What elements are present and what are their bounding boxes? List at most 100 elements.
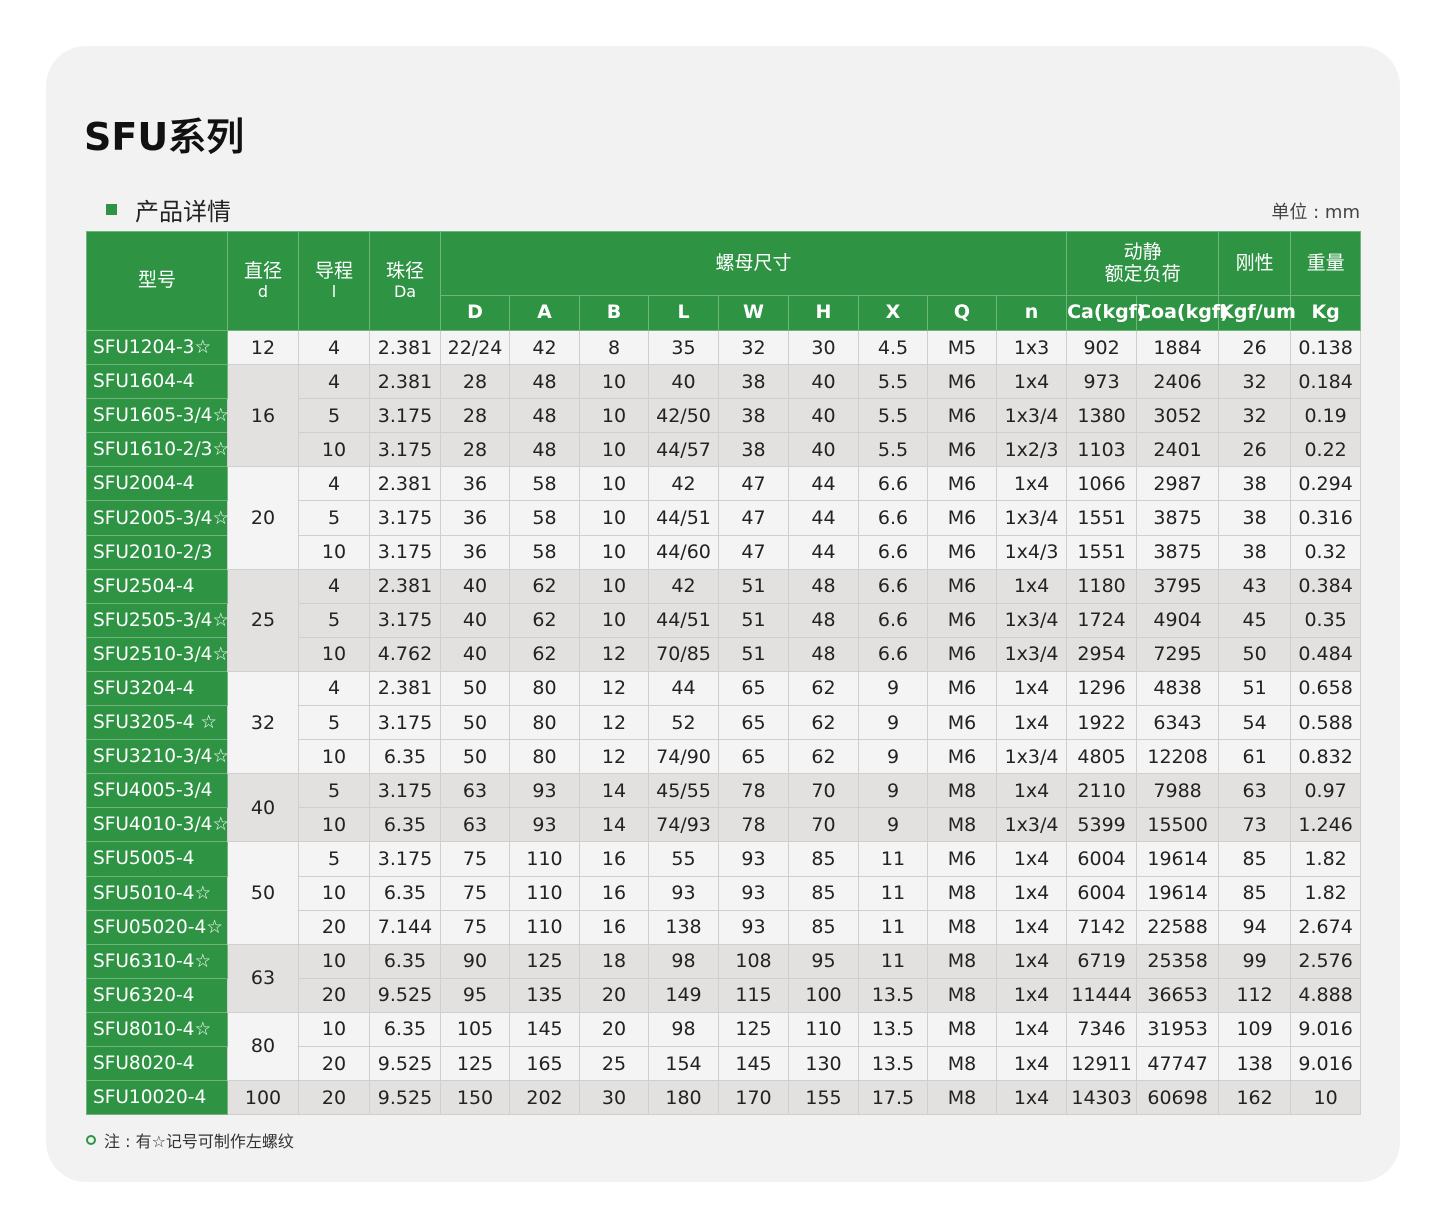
value-cell: 130 [788, 1045, 859, 1082]
value-cell: 44 [788, 466, 859, 502]
value-cell: 40 [648, 364, 719, 400]
value-cell: 50 [440, 739, 510, 775]
value-cell: 1x4 [995, 670, 1068, 707]
value-cell: 3.175 [369, 841, 441, 877]
value-cell: 1922 [1066, 705, 1138, 741]
value-cell: 1x4 [995, 568, 1068, 604]
value-cell: 5 [298, 705, 370, 741]
value-cell: 4.5 [858, 329, 928, 366]
value-cell: 4 [298, 670, 370, 707]
value-cell: 6343 [1136, 705, 1220, 741]
value-cell: 5 [298, 602, 370, 638]
value-cell: 50 [440, 670, 510, 707]
diameter-cell: 25 [227, 568, 299, 672]
value-cell: M6 [927, 534, 997, 570]
value-cell: 22/24 [440, 329, 510, 366]
value-cell: M8 [927, 773, 997, 809]
value-cell: 3875 [1136, 500, 1220, 536]
value-cell: 28 [440, 398, 510, 434]
model-cell: SFU6310-4☆ [86, 943, 228, 979]
value-cell: 94 [1218, 909, 1292, 945]
value-cell: 1.82 [1290, 875, 1362, 911]
value-cell: 48 [509, 364, 580, 400]
value-cell: 1x4 [995, 841, 1068, 877]
subheader: B [579, 295, 649, 331]
header-load: 动静 额定负荷 [1066, 231, 1220, 296]
value-cell: 10 [298, 432, 370, 468]
subheader: Kg [1290, 295, 1362, 331]
value-cell: 10 [298, 807, 370, 843]
value-cell: 9 [858, 807, 928, 843]
value-cell: 108 [718, 943, 789, 979]
value-cell: 85 [788, 909, 859, 945]
diameter-cell: 16 [227, 364, 299, 468]
value-cell: 58 [509, 500, 580, 536]
value-cell: 1.246 [1290, 807, 1362, 843]
value-cell: 10 [1290, 1080, 1362, 1116]
value-cell: 1x4 [995, 977, 1068, 1013]
value-cell: 44/51 [648, 500, 719, 536]
value-cell: 75 [440, 875, 510, 911]
value-cell: 38 [1218, 534, 1292, 570]
value-cell: 1884 [1136, 329, 1220, 366]
model-cell: SFU2510-3/4☆ [86, 636, 229, 672]
value-cell: 115 [718, 977, 789, 1013]
model-cell: SFU4005-3/4 [86, 773, 228, 809]
value-cell: 6.35 [369, 739, 441, 775]
model-cell: SFU6320-4 [86, 977, 228, 1013]
value-cell: 5 [298, 841, 370, 877]
table-row: SFU2010-2/3 10 3.175 36 58 10 44/60 47 44 6.6 M6 1x… [86, 534, 1362, 570]
value-cell: 36 [440, 466, 510, 502]
value-cell: 20 [298, 1080, 370, 1116]
table-row: SFU3205-4 ☆ 5 3.175 50 80 12 52 65 62 9 M6 1x4 1922 6… [86, 705, 1362, 741]
value-cell: 6004 [1066, 875, 1138, 911]
table-row: SFU8010-4☆ 80 10 6.35 105 145 20 98 125 110 13.5 M8… [86, 1011, 1362, 1082]
value-cell: 1x3/4 [995, 500, 1068, 536]
value-cell: 1x4 [995, 943, 1068, 979]
value-cell: 155 [788, 1080, 859, 1116]
value-cell: 6.35 [369, 1011, 441, 1047]
value-cell: 98 [648, 943, 719, 979]
diameter-cell: 50 [227, 841, 299, 945]
value-cell: 62 [509, 602, 580, 638]
value-cell: 5 [298, 773, 370, 809]
value-cell: 7142 [1066, 909, 1138, 945]
value-cell: M6 [927, 398, 997, 434]
value-cell: 3.175 [369, 602, 441, 638]
value-cell: 38 [718, 364, 789, 400]
value-cell: 110 [509, 875, 580, 911]
diameter-cell: 32 [227, 670, 299, 775]
value-cell: 2.674 [1290, 909, 1362, 945]
value-cell: 26 [1218, 329, 1292, 366]
value-cell: 1x4/3 [995, 534, 1068, 570]
value-cell: 65 [718, 739, 789, 775]
value-cell: 20 [298, 1045, 370, 1082]
value-cell: 125 [440, 1045, 510, 1082]
value-cell: 19614 [1136, 875, 1220, 911]
value-cell: 105 [440, 1011, 510, 1047]
table-row: SFU5010-4☆ 10 6.35 75 110 16 93 93 85 11 M8 1x4 6004… [86, 875, 1362, 911]
subheader: Kgf/um [1218, 295, 1296, 331]
value-cell: 62 [788, 739, 859, 775]
table-row: SFU1204-3☆ 12 4 2.381 22/24 42 8 35 32 30 4.5 M5 1x3… [86, 329, 1362, 366]
table-row: SFU5005-4 50 5 3.175 75 110 16 55 93 85 11 M6 1x4 600… [86, 841, 1362, 945]
value-cell: 31953 [1136, 1011, 1220, 1047]
value-cell: 93 [648, 875, 719, 911]
value-cell: 3.175 [369, 773, 441, 809]
value-cell: 170 [718, 1080, 789, 1116]
value-cell: 3.175 [369, 398, 441, 434]
value-cell: 145 [509, 1011, 580, 1047]
value-cell: 63 [440, 807, 510, 843]
model-cell: SFU1204-3☆ [86, 329, 228, 366]
value-cell: 112 [1218, 977, 1292, 1013]
value-cell: 10 [298, 875, 370, 911]
subheader: X [858, 295, 928, 331]
section-title: 产品详情 [135, 198, 231, 226]
value-cell: 10 [579, 500, 649, 536]
value-cell: 9.525 [369, 977, 441, 1013]
value-cell: 25 [579, 1045, 649, 1082]
header-model: 型号 [86, 231, 228, 331]
diameter-cell: 40 [227, 773, 299, 843]
value-cell: 93 [509, 773, 580, 809]
value-cell: 125 [509, 943, 580, 979]
